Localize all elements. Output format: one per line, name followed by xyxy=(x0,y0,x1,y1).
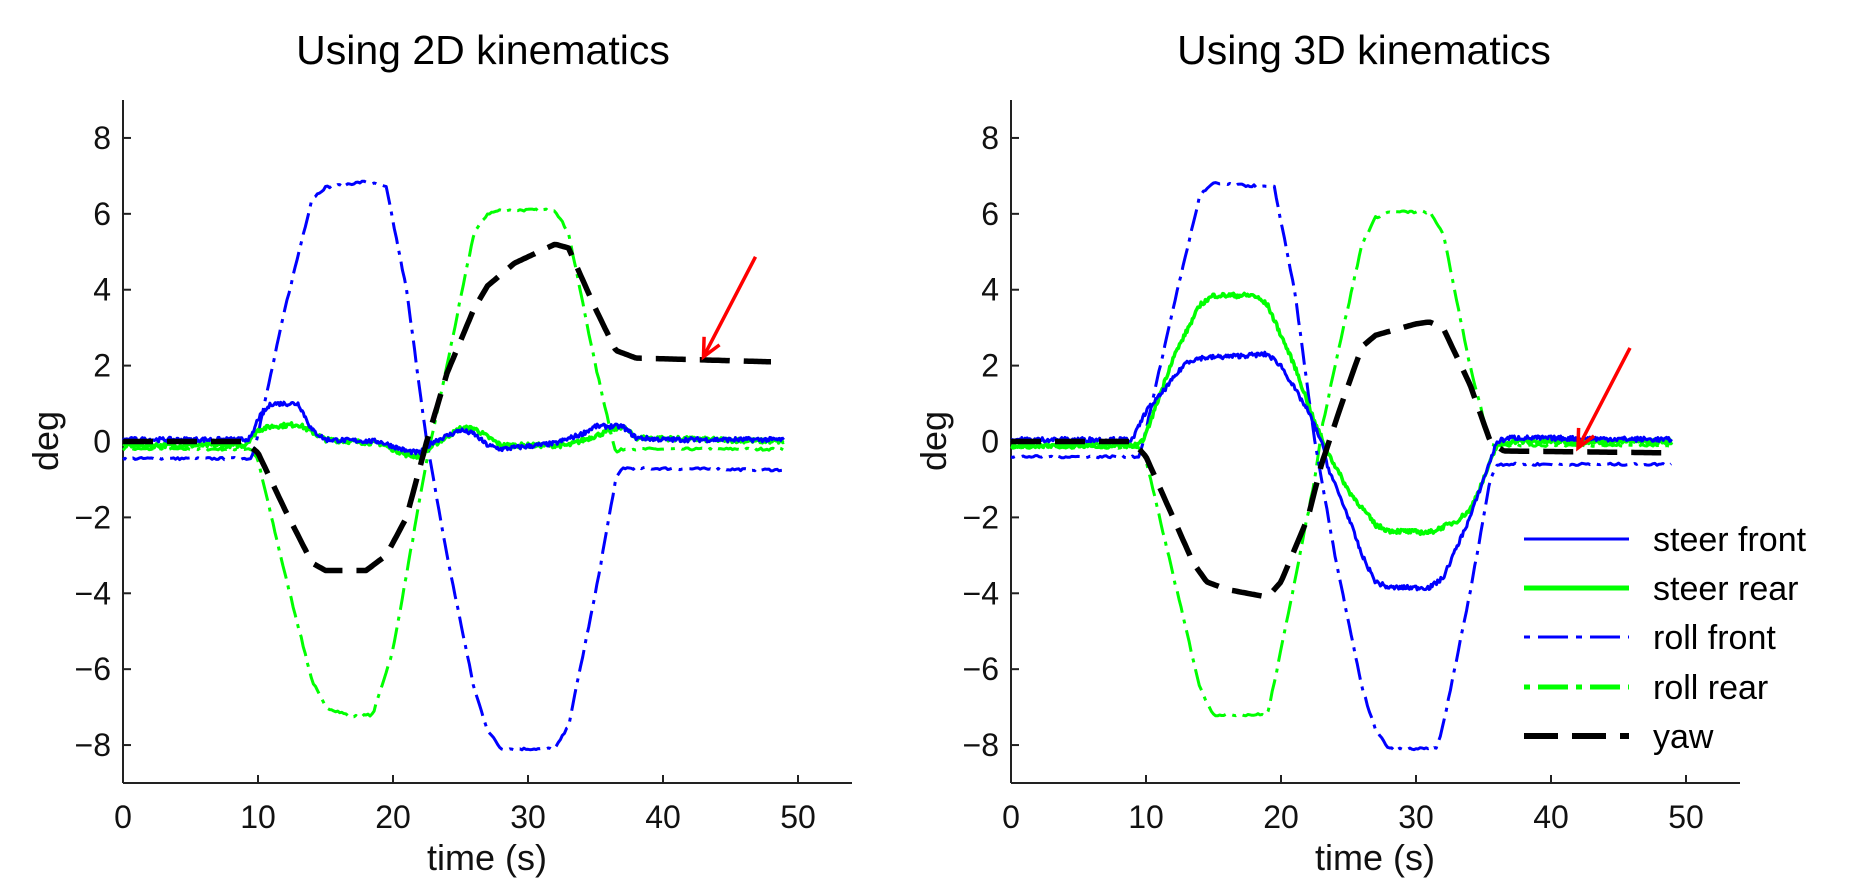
series-steer-front xyxy=(1010,350,1673,592)
x-tick-label: 30 xyxy=(1398,799,1434,835)
y-tick-label: 4 xyxy=(93,272,111,308)
x-tick-label: 50 xyxy=(780,799,816,835)
y-tick-label: −2 xyxy=(75,499,111,535)
chart-2d-kinematics: Using 2D kinematics deg time (s) 0 10 20 30… xyxy=(25,27,852,878)
y-tick-label: −8 xyxy=(75,727,111,763)
x-tick-label: 20 xyxy=(375,799,411,835)
y-tick-label: −6 xyxy=(963,651,999,687)
legend-label: steer rear xyxy=(1653,570,1799,608)
x-tick-label: 10 xyxy=(1128,799,1164,835)
y-tick-label: −2 xyxy=(963,499,999,535)
y-axis-label: deg xyxy=(913,411,954,471)
x-tick-label: 0 xyxy=(114,799,132,835)
y-tick-label: 8 xyxy=(981,120,999,156)
y-tick-label: −8 xyxy=(963,727,999,763)
legend-label: roll rear xyxy=(1653,669,1768,707)
y-tick-label: 6 xyxy=(981,196,999,232)
x-tick-label: 50 xyxy=(1668,799,1704,835)
red-arrow-annotation xyxy=(701,256,758,361)
series-roll-rear xyxy=(1010,209,1672,718)
arrow-head-icon xyxy=(1576,427,1596,452)
legend-label: roll front xyxy=(1653,619,1776,657)
chart-title: Using 3D kinematics xyxy=(1177,27,1551,73)
series-yaw xyxy=(1010,319,1672,600)
legend: steer front steer rear roll front roll r… xyxy=(1524,521,1807,756)
x-axis-label: time (s) xyxy=(1315,837,1435,878)
y-tick-label: −4 xyxy=(963,575,999,611)
x-tick-label: 10 xyxy=(240,799,276,835)
y-axis-label: deg xyxy=(25,411,66,471)
y-tick-label: 8 xyxy=(93,120,111,156)
y-tick-label: 4 xyxy=(981,272,999,308)
x-tick-label: 40 xyxy=(1533,799,1569,835)
y-tick-label: −4 xyxy=(75,575,111,611)
y-tick-label: 6 xyxy=(93,196,111,232)
chart-3d-kinematics: Using 3D kinematics deg time (s) steer f… xyxy=(913,27,1807,878)
y-tick-label: 2 xyxy=(981,348,999,384)
series-yaw xyxy=(122,241,772,574)
x-tick-label: 40 xyxy=(645,799,681,835)
y-tick-label: 0 xyxy=(93,424,111,460)
arrow-head-icon xyxy=(701,336,721,361)
x-tick-label: 20 xyxy=(1263,799,1299,835)
chart-title: Using 2D kinematics xyxy=(296,27,670,73)
legend-label: steer front xyxy=(1653,521,1807,559)
red-arrow-annotation xyxy=(1576,347,1632,452)
series-roll-rear xyxy=(121,207,784,719)
y-tick-label: 2 xyxy=(93,348,111,384)
series-steer-front xyxy=(121,400,785,456)
y-tick-label: 0 xyxy=(981,424,999,460)
x-tick-label: 0 xyxy=(1002,799,1020,835)
x-tick-label: 30 xyxy=(510,799,546,835)
series-roll-front xyxy=(1010,181,1672,752)
y-tick-label: −6 xyxy=(75,651,111,687)
legend-label: yaw xyxy=(1653,718,1714,756)
series-roll-front xyxy=(122,179,784,752)
x-axis-label: time (s) xyxy=(427,837,547,878)
